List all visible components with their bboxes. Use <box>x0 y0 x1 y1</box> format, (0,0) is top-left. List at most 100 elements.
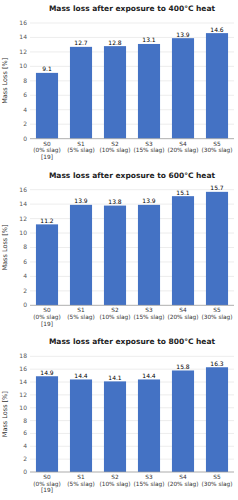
y-tick-label: 2 <box>23 287 27 294</box>
x-tick-label: S2(10% slag) <box>99 474 130 488</box>
bar <box>206 367 228 472</box>
data-label: 14.4 <box>74 372 88 379</box>
bar <box>70 205 92 305</box>
x-axis-line <box>30 305 234 306</box>
grid-line <box>30 80 234 81</box>
y-tick-label: 2 <box>23 455 27 462</box>
y-tick-label: 12 <box>19 48 27 55</box>
y-tick-label: 8 <box>23 417 27 424</box>
grid-line <box>30 356 234 357</box>
grid-line <box>30 37 234 38</box>
y-tick-label: 12 <box>19 391 27 398</box>
data-label: 13.8 <box>108 198 122 205</box>
grid-line <box>30 189 234 190</box>
y-tick-label: 10 <box>19 62 27 69</box>
y-tick-label: 12 <box>19 215 27 222</box>
y-axis-label: Mass Loss [%] <box>1 58 9 104</box>
y-tick-label: 10 <box>19 229 27 236</box>
y-tick-label: 16 <box>19 365 27 372</box>
y-axis-label: Mass Loss [%] <box>1 391 9 437</box>
data-label: 12.7 <box>74 39 88 46</box>
y-tick-label: 10 <box>19 404 27 411</box>
bar <box>206 33 228 139</box>
bar <box>138 379 160 472</box>
bars <box>36 367 228 472</box>
data-label: 15.7 <box>210 184 224 191</box>
data-label: 13.9 <box>142 197 156 204</box>
x-tick-label: S1(5% slag) <box>67 307 94 321</box>
y-tick-label: 6 <box>23 258 27 265</box>
panel: Mass loss after exposure to 400°C heat Ma… <box>1 4 234 160</box>
data-label: 15.8 <box>176 363 190 370</box>
data-label: 13.9 <box>74 197 88 204</box>
grid-line <box>30 369 234 370</box>
x-tick-label: S5(30% slag) <box>201 474 232 488</box>
bar <box>36 224 58 305</box>
bar <box>206 192 228 305</box>
figure: Mass loss after exposure to 400°C heat Ma… <box>0 0 238 500</box>
bar <box>36 73 58 139</box>
bar <box>70 379 92 472</box>
x-tick-label: S4(20% slag) <box>167 474 198 488</box>
grid-line <box>30 51 234 52</box>
data-label: 14.9 <box>40 369 54 376</box>
x-tick-label: S3(15% slag) <box>133 141 164 155</box>
x-tick-label: S5(30% slag) <box>201 307 232 321</box>
bar <box>138 44 160 139</box>
data-label: 12.8 <box>108 39 122 46</box>
title: Mass loss after exposure to 600°C heat <box>49 171 216 180</box>
x-tick-label: S3(15% slag) <box>133 307 164 321</box>
x-tick-label: S4(20% slag) <box>167 307 198 321</box>
grid-line <box>30 204 234 205</box>
grid-line <box>30 233 234 234</box>
panel: Mass loss after exposure to 800°C heat Ma… <box>1 337 234 493</box>
y-tick-label: 6 <box>23 91 27 98</box>
bar <box>104 46 126 139</box>
x-tick-label: S1(5% slag) <box>67 141 94 155</box>
y-tick-label: 0 <box>23 135 27 142</box>
grid-line <box>30 433 234 434</box>
grid-line <box>30 138 234 139</box>
data-label: 15.1 <box>176 189 190 196</box>
y-tick-label: 8 <box>23 244 27 251</box>
grid-line <box>30 276 234 277</box>
bar <box>172 196 194 305</box>
y-tick-label: 14 <box>19 33 27 40</box>
bar <box>138 205 160 305</box>
bar <box>104 206 126 306</box>
title: Mass loss after exposure to 400°C heat <box>49 4 216 13</box>
grid-line <box>30 290 234 291</box>
data-label: 16.3 <box>210 360 224 367</box>
grid-line <box>30 95 234 96</box>
x-tick-label: S4(20% slag) <box>167 141 198 155</box>
x-tick-label: S0(0% slag)[19] <box>33 307 60 326</box>
data-label: 13.9 <box>176 31 190 38</box>
x-tick-label: S2(10% slag) <box>99 141 130 155</box>
x-tick-label: S0(0% slag)[19] <box>33 141 60 160</box>
grid-line <box>30 407 234 408</box>
y-tick-label: 14 <box>19 200 27 207</box>
grid-line <box>30 218 234 219</box>
y-axis-label: Mass Loss [%] <box>1 224 9 270</box>
x-tick-label: S1(5% slag) <box>67 474 94 488</box>
y-tick-label: 4 <box>23 442 27 449</box>
data-label: 14.4 <box>142 372 156 379</box>
bars <box>36 33 228 139</box>
panel: Mass loss after exposure to 600°C heat Ma… <box>1 171 234 327</box>
y-tick-label: 18 <box>19 352 27 359</box>
grid-line <box>30 382 234 383</box>
grid-line <box>30 23 234 24</box>
x-axis-line <box>30 472 234 473</box>
x-tick-label: S2(10% slag) <box>99 307 130 321</box>
y-tick-label: 14 <box>19 378 27 385</box>
title: Mass loss after exposure to 800°C heat <box>49 337 216 346</box>
y-tick-label: 4 <box>23 106 27 113</box>
x-axis-line <box>30 138 234 139</box>
y-tick-label: 2 <box>23 120 27 127</box>
grid-line <box>30 459 234 460</box>
grid-line <box>30 472 234 473</box>
x-tick-label: S5(30% slag) <box>201 141 232 155</box>
y-tick-label: 0 <box>23 468 27 475</box>
grid-line <box>30 124 234 125</box>
x-tick-label: S3(15% slag) <box>133 474 164 488</box>
